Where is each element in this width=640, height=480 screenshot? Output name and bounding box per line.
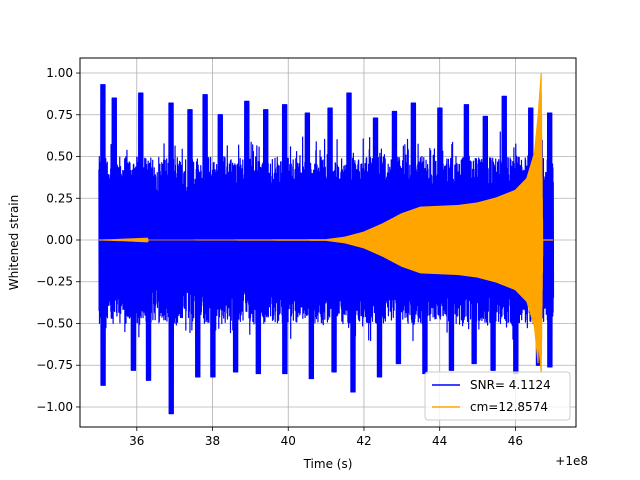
y-tick-label: −0.50 (36, 316, 73, 330)
legend-label-cm: cm=12.8574 (470, 400, 548, 414)
x-tick-label: 42 (356, 434, 371, 448)
plot-area (98, 73, 555, 415)
y-tick-label: −0.75 (36, 358, 73, 372)
x-tick-label: 38 (205, 434, 220, 448)
y-tick-label: −0.25 (36, 275, 73, 289)
x-tick-label: 46 (508, 434, 523, 448)
y-tick-label: 0.00 (46, 233, 73, 247)
x-axis-label: Time (s) (303, 457, 353, 471)
x-tick-label: 40 (281, 434, 296, 448)
legend: SNR= 4.1124 cm=12.8574 (424, 371, 571, 421)
y-tick-label: 0.75 (46, 108, 73, 122)
legend-label-snr: SNR= 4.1124 (470, 378, 551, 392)
y-tick-label: 1.00 (46, 66, 73, 80)
plot-frame (79, 57, 577, 428)
x-tick-label: 36 (129, 434, 144, 448)
legend-box (424, 371, 571, 421)
ticks: 36 38 40 42 44 46 −1.00 −0.75 −0.50 −0.25 0.00 0.25… (36, 66, 523, 448)
y-tick-label: −1.00 (36, 400, 73, 414)
y-tick-label: 0.50 (46, 150, 73, 164)
series-cm-line (98, 73, 554, 374)
x-axis-offset-label: +1e8 (555, 454, 588, 468)
y-axis-label: Whitened strain (7, 195, 21, 291)
x-tick-label: 44 (432, 434, 447, 448)
y-tick-label: 0.25 (46, 191, 73, 205)
